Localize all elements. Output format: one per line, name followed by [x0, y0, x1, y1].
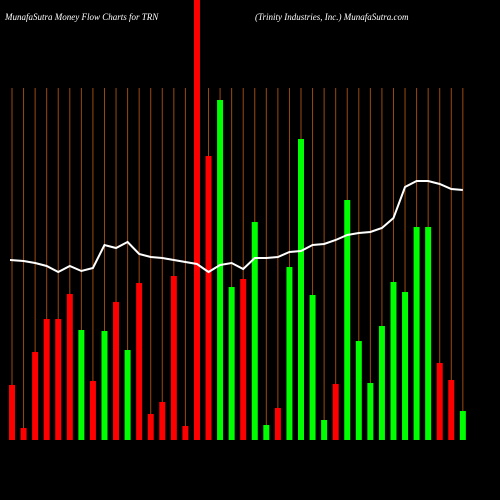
- chart-subtitle: (Trinity Industries, Inc.) MunafaSutra.c…: [255, 12, 409, 22]
- bar: [217, 100, 224, 440]
- bar: [228, 287, 235, 440]
- bar: [136, 283, 143, 440]
- bar: [286, 267, 293, 440]
- bar: [390, 282, 397, 440]
- bar: [159, 402, 166, 440]
- bar: [147, 414, 154, 440]
- bar: [78, 330, 85, 440]
- bar: [89, 381, 96, 440]
- money-flow-line: [9, 180, 463, 274]
- bar: [448, 380, 455, 440]
- bar: [263, 425, 270, 440]
- bar: [55, 319, 62, 440]
- bar: [240, 279, 247, 440]
- bar: [205, 156, 212, 440]
- bar: [344, 200, 351, 440]
- bar: [436, 363, 443, 440]
- bar: [321, 420, 328, 440]
- bar: [459, 411, 466, 440]
- bar: [402, 292, 409, 440]
- bar: [298, 139, 304, 440]
- bar: [332, 384, 339, 440]
- bar: [101, 331, 108, 440]
- bar: [124, 350, 131, 440]
- bar: [367, 383, 374, 440]
- bar: [9, 385, 15, 440]
- bar: [274, 408, 281, 440]
- bar: [378, 326, 385, 440]
- bar: [66, 294, 73, 440]
- bar: [309, 295, 316, 440]
- bar: [20, 428, 27, 440]
- bar: [413, 227, 420, 440]
- bar: [170, 276, 177, 440]
- chart-title: MunafaSutra Money Flow Charts for TRN: [4, 12, 159, 22]
- bar: [43, 319, 50, 440]
- bar: [355, 341, 362, 440]
- bar: [425, 227, 432, 440]
- bar: [193, 0, 200, 440]
- bar: [182, 426, 189, 440]
- bar: [251, 222, 258, 440]
- bar: [113, 302, 120, 440]
- bar: [32, 352, 39, 440]
